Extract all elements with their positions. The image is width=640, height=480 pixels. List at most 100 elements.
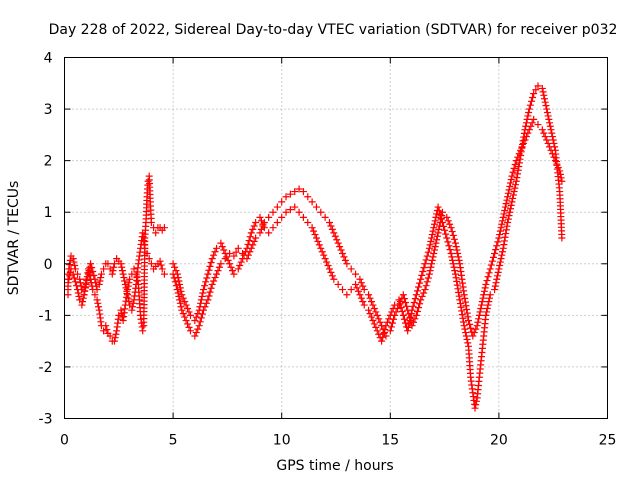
x-axis-label: GPS time / hours — [276, 458, 393, 474]
data-point — [367, 313, 375, 321]
data-point — [282, 208, 290, 216]
data-point — [479, 294, 487, 302]
data-point — [327, 268, 335, 276]
data-point — [438, 219, 446, 227]
data-point — [286, 190, 294, 198]
data-point — [308, 198, 316, 206]
data-point — [545, 115, 553, 123]
data-point — [110, 263, 118, 271]
data-point — [196, 318, 204, 326]
data-point — [89, 268, 97, 276]
data-point — [454, 253, 462, 261]
data-point — [389, 304, 397, 312]
data-point — [210, 277, 218, 285]
data-point — [359, 298, 367, 306]
data-point — [379, 333, 387, 341]
data-point — [207, 258, 215, 266]
data-point — [325, 219, 333, 227]
data-point — [260, 224, 268, 232]
data-point — [256, 229, 264, 237]
data-point — [71, 262, 79, 270]
data-point — [252, 234, 260, 242]
data-point — [97, 270, 105, 278]
data-point — [451, 267, 459, 275]
data-point — [506, 182, 514, 190]
data-point — [328, 225, 336, 233]
data-point — [330, 275, 338, 283]
data-point — [493, 275, 501, 283]
x-tick-label: 15 — [381, 433, 399, 449]
data-point — [437, 215, 445, 223]
data-point — [494, 238, 502, 246]
data-point — [431, 217, 439, 225]
data-point — [530, 115, 538, 123]
data-point — [428, 256, 436, 264]
data-point — [422, 282, 430, 290]
y-tick-label: 1 — [44, 205, 53, 221]
data-point — [200, 286, 208, 294]
data-point — [347, 265, 355, 273]
data-point — [220, 246, 228, 254]
data-point — [415, 283, 423, 291]
data-point — [208, 280, 216, 288]
data-point — [265, 229, 273, 237]
data-point — [215, 263, 223, 271]
data-point — [172, 282, 180, 290]
data-point — [443, 234, 451, 242]
data-point — [387, 323, 395, 331]
data-point — [496, 227, 504, 235]
data-point — [232, 248, 240, 256]
data-point — [409, 302, 417, 310]
data-point — [548, 133, 556, 141]
data-point — [507, 176, 515, 184]
data-point — [435, 207, 443, 215]
data-point — [542, 102, 550, 110]
data-point — [110, 260, 118, 268]
data-point — [408, 306, 416, 314]
data-point — [174, 274, 182, 282]
data-point — [242, 248, 249, 256]
data-point — [515, 159, 523, 167]
data-point — [129, 303, 137, 311]
data-point — [409, 318, 417, 326]
data-point — [372, 323, 380, 331]
data-point — [205, 266, 213, 274]
data-point — [445, 242, 453, 250]
data-point — [454, 249, 462, 257]
data-point — [230, 270, 238, 278]
data-point — [523, 115, 531, 123]
data-point — [224, 256, 232, 264]
data-point — [245, 237, 253, 245]
data-point — [433, 232, 441, 240]
data-point — [119, 270, 127, 278]
data-point — [386, 311, 394, 319]
data-point — [370, 304, 378, 312]
data-point — [462, 302, 470, 310]
data-point — [360, 286, 368, 294]
data-point — [366, 310, 374, 318]
data-point — [517, 148, 525, 156]
data-point — [430, 220, 438, 228]
data-point — [418, 292, 426, 300]
data-point — [282, 193, 290, 201]
data-point — [440, 222, 448, 230]
data-point — [357, 294, 365, 302]
data-point — [415, 304, 423, 312]
y-tick-label: -1 — [39, 308, 53, 324]
data-point — [315, 241, 323, 249]
data-point — [529, 93, 537, 101]
data-point — [196, 303, 204, 311]
data-point — [485, 269, 493, 277]
y-tick-label: -3 — [39, 412, 53, 428]
data-point — [269, 224, 277, 232]
data-point — [76, 275, 84, 283]
data-point — [411, 295, 419, 303]
data-point — [295, 208, 303, 216]
data-point — [510, 188, 518, 196]
data-point — [388, 319, 396, 327]
data-point — [513, 174, 521, 182]
data-point — [217, 239, 225, 247]
data-point — [259, 220, 267, 228]
data-point — [87, 260, 95, 268]
data-point — [405, 320, 413, 328]
